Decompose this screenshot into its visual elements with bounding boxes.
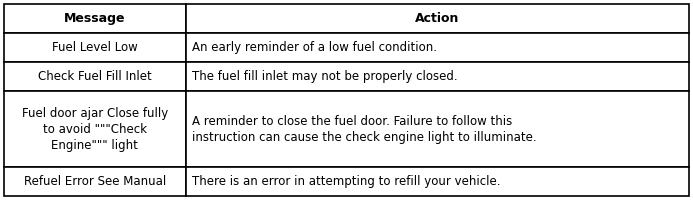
Bar	[4, 167, 186, 196]
Bar	[4, 33, 186, 62]
Text: The fuel fill inlet may not be properly closed.: The fuel fill inlet may not be properly …	[191, 70, 457, 83]
Bar	[4, 4, 186, 33]
Bar	[186, 167, 689, 196]
Bar	[4, 62, 186, 91]
Text: Fuel door ajar Close fully
to avoid """Check
Engine""" light: Fuel door ajar Close fully to avoid """C…	[21, 107, 168, 152]
Text: A reminder to close the fuel door. Failure to follow this
instruction can cause : A reminder to close the fuel door. Failu…	[191, 115, 536, 144]
Text: Action: Action	[415, 12, 459, 25]
Bar	[4, 91, 186, 167]
Text: Refuel Error See Manual: Refuel Error See Manual	[24, 175, 166, 188]
Text: Message: Message	[64, 12, 125, 25]
Bar	[186, 33, 689, 62]
Bar	[186, 62, 689, 91]
Text: An early reminder of a low fuel condition.: An early reminder of a low fuel conditio…	[191, 41, 437, 54]
Text: There is an error in attempting to refill your vehicle.: There is an error in attempting to refil…	[191, 175, 500, 188]
Text: Fuel Level Low: Fuel Level Low	[52, 41, 138, 54]
Bar	[186, 4, 689, 33]
Bar	[186, 91, 689, 167]
Text: Check Fuel Fill Inlet: Check Fuel Fill Inlet	[38, 70, 152, 83]
